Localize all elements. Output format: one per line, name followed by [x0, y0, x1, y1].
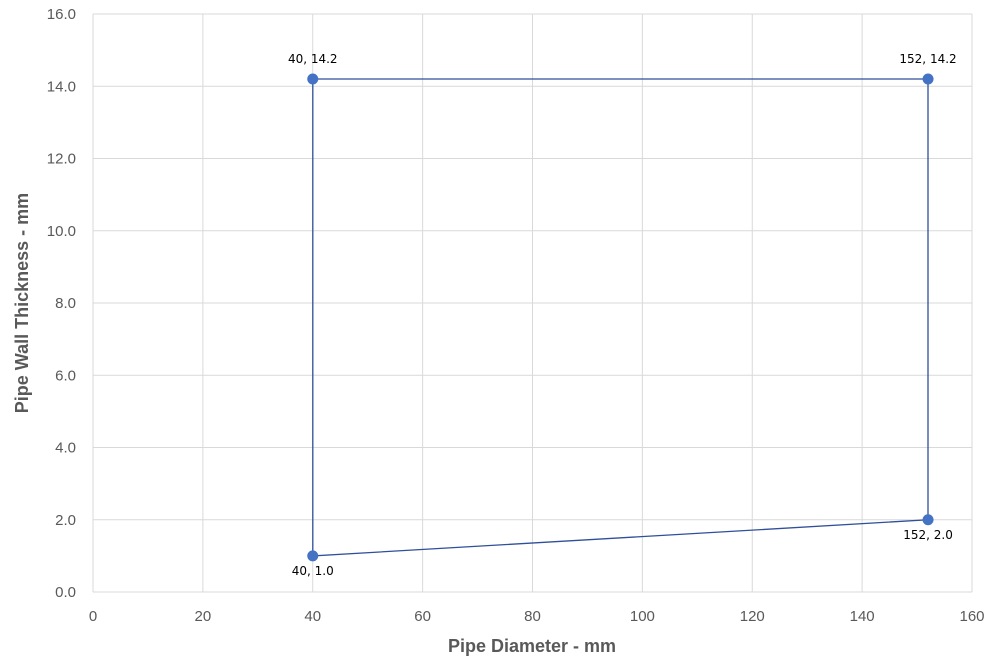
- y-tick-label: 0.0: [55, 584, 76, 601]
- y-tick-label: 2.0: [55, 512, 76, 529]
- y-tick-label: 8.0: [55, 295, 76, 312]
- x-tick-label: 80: [524, 608, 541, 625]
- series-layer: [307, 73, 934, 562]
- y-tick-label: 4.0: [55, 440, 76, 457]
- y-tick-label: 16.0: [47, 6, 76, 23]
- series-line: [312, 78, 929, 557]
- y-axis-ticks: 0.0 2.0 4.0 6.0 8.0 10.0 12.0 14.0 16.0: [47, 6, 76, 601]
- x-tick-label: 60: [414, 608, 431, 625]
- y-tick-label: 6.0: [55, 367, 76, 384]
- x-tick-label: 0: [89, 608, 97, 625]
- x-axis-ticks: 0 20 40 60 80 100 120 140 160: [89, 608, 985, 625]
- data-point: [307, 73, 319, 85]
- y-axis-title: Pipe Wall Thickness - mm: [12, 193, 32, 413]
- x-tick-label: 100: [630, 608, 655, 625]
- data-label: 40, 14.2: [288, 52, 338, 66]
- y-tick-label: 10.0: [47, 223, 76, 240]
- y-tick-label: 14.0: [47, 78, 76, 95]
- grid-lines: [92, 13, 973, 593]
- y-tick-label: 12.0: [47, 151, 76, 168]
- x-tick-label: 160: [959, 608, 984, 625]
- data-point: [922, 514, 934, 526]
- x-tick-label: 140: [850, 608, 875, 625]
- data-point: [922, 73, 934, 85]
- x-tick-label: 40: [304, 608, 321, 625]
- data-label: 152, 14.2: [899, 52, 956, 66]
- data-point: [307, 550, 319, 562]
- data-labels: 40, 14.2 152, 14.2 152, 2.0 40, 1.0: [288, 52, 957, 578]
- x-tick-label: 120: [740, 608, 765, 625]
- x-tick-label: 20: [195, 608, 212, 625]
- data-label: 40, 1.0: [292, 564, 334, 578]
- data-label: 152, 2.0: [903, 528, 953, 542]
- x-axis-title: Pipe Diameter - mm: [448, 636, 616, 656]
